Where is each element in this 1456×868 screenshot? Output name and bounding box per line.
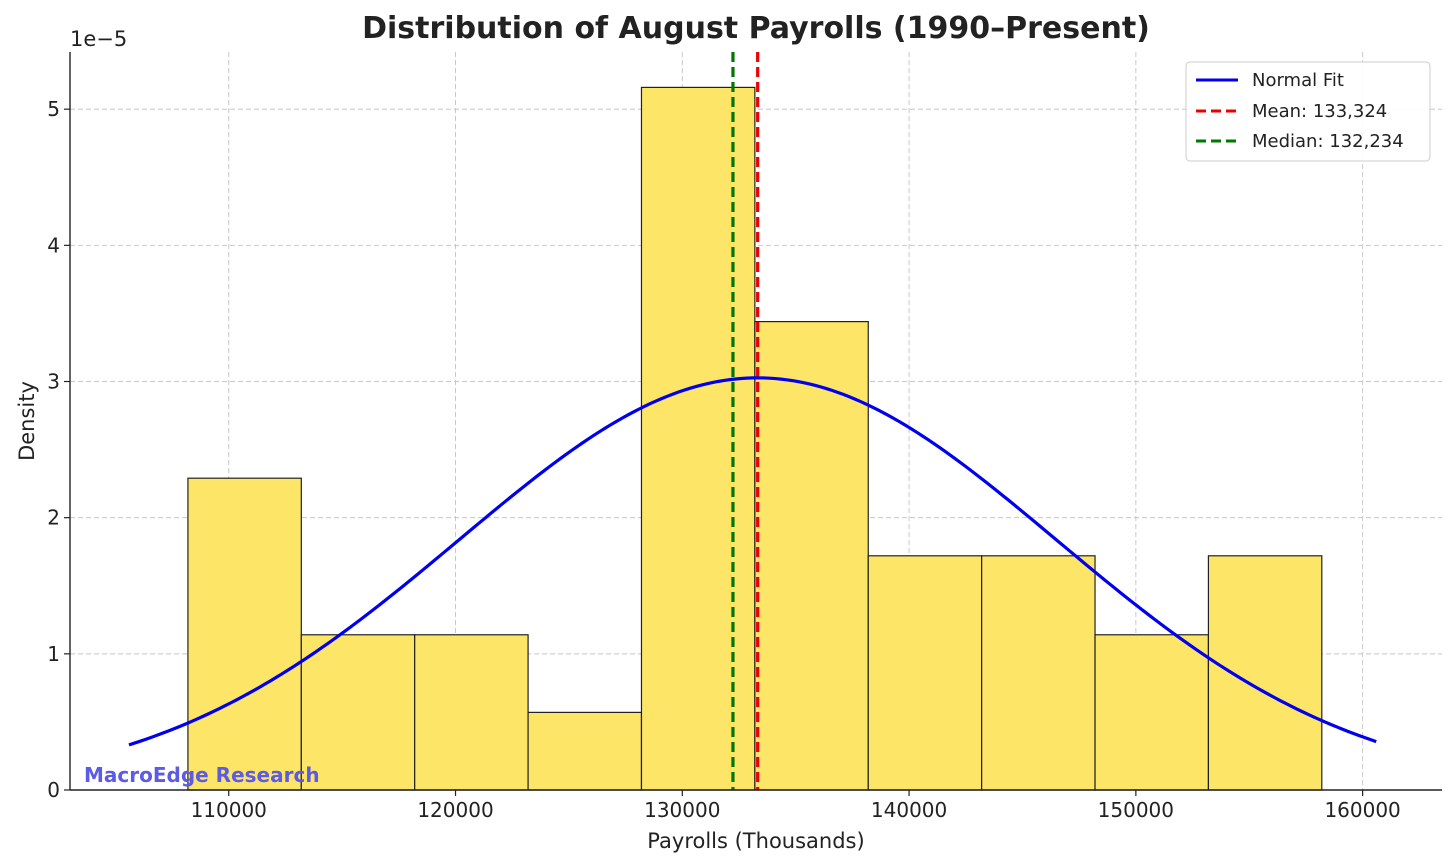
x-tick-label: 140000 <box>871 798 947 822</box>
histogram-bar <box>300 634 416 791</box>
histogram-bar <box>1207 555 1323 791</box>
y-tick-label: 5 <box>47 97 60 121</box>
axes-spines <box>69 52 1442 791</box>
y-tick-label: 2 <box>47 506 60 530</box>
y-axis-label: Density <box>15 381 39 461</box>
histogram-bar <box>981 555 1096 791</box>
y-axis-offset-label: 1e−5 <box>70 27 127 51</box>
x-axis-label: Payrolls (Thousands) <box>647 829 864 853</box>
y-axis-ticks: 0 1 2 3 4 5 <box>47 97 70 802</box>
x-tick-label: 150000 <box>1098 798 1174 822</box>
x-tick-label: 160000 <box>1324 798 1400 822</box>
chart-legend: Normal Fit Mean: 133,324 Median: 132,234 <box>1185 61 1431 162</box>
legend-box <box>1185 61 1431 162</box>
histogram-bar <box>527 711 643 791</box>
histogram-bar <box>754 321 869 791</box>
legend-label-median: Median: 132,234 <box>1252 131 1404 152</box>
x-tick-label: 130000 <box>644 798 720 822</box>
histogram-bar <box>1094 634 1210 791</box>
legend-label-mean: Mean: 133,324 <box>1252 101 1387 122</box>
y-tick-label: 4 <box>47 233 60 257</box>
histogram-bar <box>867 555 983 791</box>
y-tick-label: 1 <box>47 642 60 666</box>
normal-fit-curve <box>128 376 1377 747</box>
legend-label-normal-fit: Normal Fit <box>1252 70 1344 91</box>
x-tick-label: 120000 <box>417 798 493 822</box>
histogram-bars <box>187 86 1323 791</box>
histogram-bar <box>187 477 302 791</box>
x-axis-ticks: 110000 120000 130000 140000 150000 160000 <box>191 790 1401 822</box>
histogram-bar <box>414 634 529 791</box>
y-tick-label: 3 <box>47 370 60 394</box>
chart-title: Distribution of August Payrolls (1990–Pr… <box>362 11 1150 46</box>
x-tick-label: 110000 <box>191 798 267 822</box>
histogram-bar <box>640 86 756 791</box>
reference-lines <box>731 52 760 790</box>
watermark-text: MacroEdge Research <box>84 763 320 787</box>
y-tick-label: 0 <box>47 778 60 802</box>
